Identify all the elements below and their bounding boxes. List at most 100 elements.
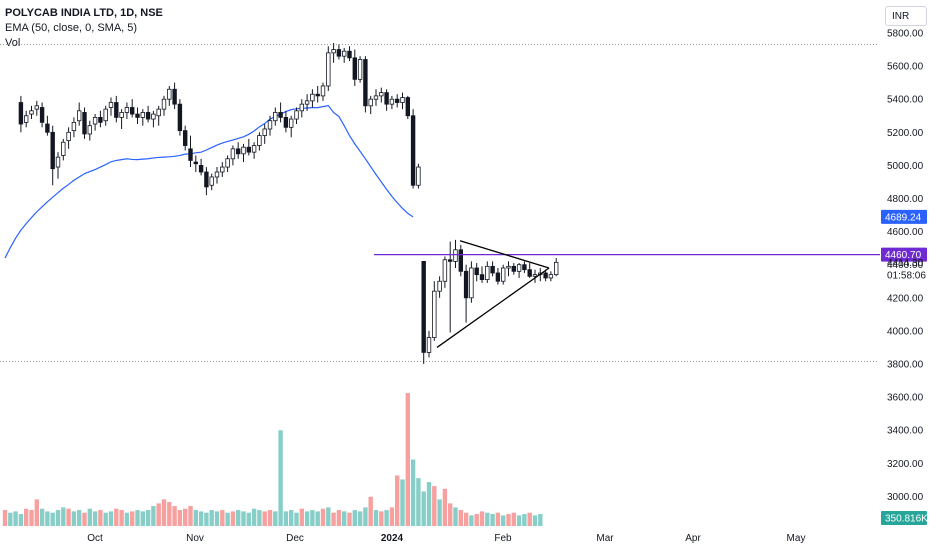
candle-body — [522, 264, 527, 271]
y-tick-label: 4000.00 — [887, 326, 924, 337]
volume-bar — [299, 508, 304, 526]
volume-bar — [145, 510, 151, 526]
volume-bar — [379, 511, 384, 526]
candle — [495, 268, 501, 285]
time-axis[interactable]: Oct Nov Dec 2024 Feb Mar Apr May — [87, 533, 805, 544]
candle-body — [246, 146, 251, 153]
volume-bar — [39, 508, 45, 526]
candle-body — [267, 120, 273, 130]
currency-selector[interactable]: INR — [885, 6, 927, 26]
candle-body — [177, 103, 183, 132]
volume-bar — [469, 515, 474, 526]
candle — [294, 107, 299, 125]
x-tick-label: Apr — [685, 533, 701, 544]
candle-body — [485, 265, 490, 280]
volume-bar — [511, 512, 516, 526]
volume-bar — [490, 514, 495, 526]
candle — [82, 107, 87, 139]
drawings[interactable] — [374, 240, 880, 348]
volume-bar — [363, 507, 368, 526]
candle — [188, 135, 193, 168]
candle — [421, 260, 426, 364]
candle-body — [204, 171, 209, 188]
candle — [463, 264, 469, 323]
candle — [331, 42, 336, 63]
volume-indicator-label[interactable]: Vol — [5, 37, 21, 49]
last-price-label: 4414.30 — [887, 258, 924, 269]
candle — [320, 82, 326, 101]
ema-50-line — [4, 104, 414, 259]
candle — [379, 87, 384, 103]
volume-bar — [410, 459, 416, 526]
candle-body — [45, 123, 50, 133]
volume-bar — [474, 514, 479, 526]
y-tick-label: 5200.00 — [887, 128, 924, 139]
candle-body — [310, 93, 315, 102]
candle-body — [257, 135, 262, 146]
volume-bar — [103, 512, 108, 526]
volume-bar — [246, 512, 251, 526]
candle — [304, 94, 310, 111]
candle — [156, 105, 161, 126]
volume-bar — [130, 511, 135, 526]
candle-body — [273, 112, 278, 122]
candle — [182, 125, 188, 151]
chart-legend: POLYCAB INDIA LTD, 1D, NSE EMA (50, clos… — [5, 6, 163, 51]
symbol-title[interactable]: POLYCAB INDIA LTD, 1D, NSE — [5, 7, 163, 19]
candle — [283, 110, 289, 133]
volume-bar — [532, 515, 538, 526]
candlesticks — [18, 42, 559, 364]
candle — [368, 95, 373, 115]
candle — [532, 269, 538, 283]
volume-bar — [458, 510, 463, 526]
candle — [299, 99, 304, 118]
x-tick-label: Mar — [596, 533, 614, 544]
ema-indicator-label[interactable]: EMA (50, close, 0, SMA, 5) — [5, 22, 138, 34]
candle — [278, 102, 283, 123]
y-tick-label: 4800.00 — [887, 194, 924, 205]
candle — [129, 99, 135, 118]
ema-price-badge-bg — [881, 209, 927, 224]
price-axis[interactable]: 5800.00 5600.00 5400.00 5200.00 5000.00 4800.… — [887, 29, 924, 503]
candle-body — [241, 146, 246, 155]
volume-bar — [283, 511, 289, 526]
candle — [527, 263, 532, 278]
volume-bar — [87, 508, 92, 526]
volume-bar — [273, 511, 278, 526]
candle — [405, 95, 410, 120]
volume-bar — [516, 515, 522, 526]
candle — [347, 46, 352, 62]
candle — [516, 263, 522, 278]
triangle-lower-line[interactable] — [436, 267, 550, 348]
candle — [50, 125, 55, 186]
x-tick-label: 2024 — [381, 533, 404, 544]
candle-body — [294, 110, 299, 120]
candle — [151, 110, 156, 128]
candle — [548, 271, 554, 282]
volume-bar — [501, 515, 506, 526]
volume-bar — [71, 511, 77, 526]
volume-badge-text: 350.816K — [885, 514, 928, 525]
candle-body — [167, 88, 172, 100]
volume-bar — [220, 510, 225, 526]
volume-bar — [347, 512, 352, 526]
candle — [246, 138, 251, 156]
y-tick-label: 4600.00 — [887, 227, 924, 238]
volume-bar — [198, 511, 204, 526]
volume-bar — [236, 510, 241, 526]
volume-bar — [156, 503, 161, 526]
triangle-upper-line[interactable] — [459, 240, 550, 269]
volume-bar — [357, 511, 363, 526]
candle-body — [119, 112, 124, 118]
candle-body — [145, 112, 151, 120]
volume-bar — [278, 430, 283, 526]
y-tick-label: 3600.00 — [887, 393, 924, 404]
candle-body — [474, 267, 479, 276]
volume-bar — [66, 508, 71, 526]
volume-bar — [320, 508, 326, 526]
candle-body — [357, 59, 363, 80]
candle-body — [479, 274, 485, 280]
volume-bar — [522, 514, 527, 526]
volume-bar — [527, 512, 532, 526]
